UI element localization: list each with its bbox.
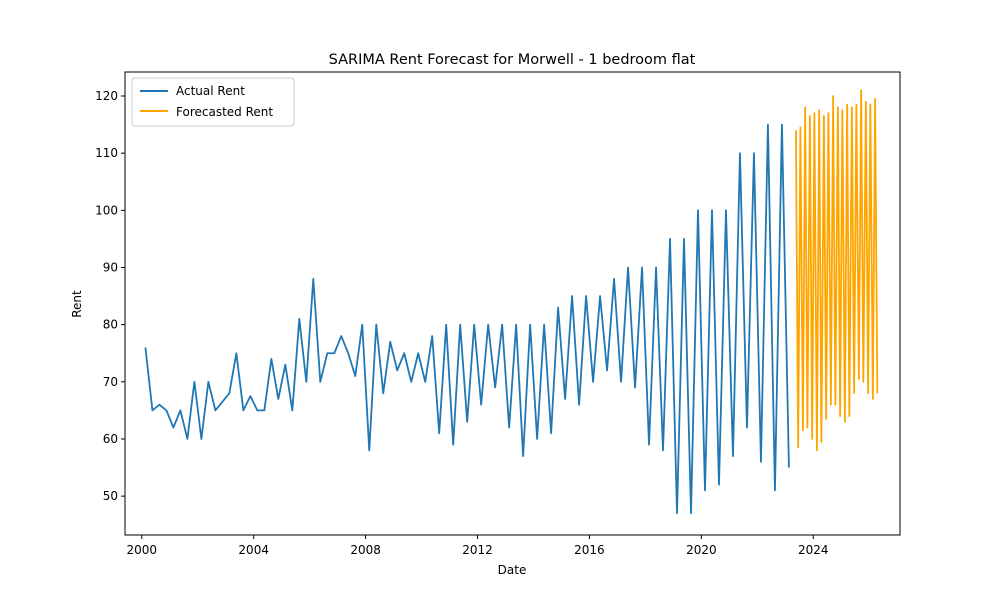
x-axis: 2000 2004 2008 2012 2016 2020 2024 <box>127 535 829 557</box>
y-axis: 50 60 70 80 90 100 110 120 <box>95 89 125 503</box>
y-tick-label: 70 <box>103 375 118 389</box>
y-tick-label: 90 <box>103 260 118 274</box>
legend: Actual Rent Forecasted Rent <box>131 77 295 127</box>
legend-label-actual-rent: Actual Rent <box>176 84 245 98</box>
y-axis-title: Rent <box>70 290 84 318</box>
legend-box <box>131 77 295 127</box>
y-tick-label: 60 <box>103 432 118 446</box>
y-tick-label: 50 <box>103 489 118 503</box>
actual-rent-line <box>144 123 790 515</box>
legend-label-forecasted-rent: Forecasted Rent <box>176 105 273 119</box>
y-tick-label: 100 <box>95 203 118 217</box>
plot-area <box>124 71 901 536</box>
y-tick-label: 120 <box>95 89 118 103</box>
x-tick-label: 2016 <box>574 543 605 557</box>
x-tick-label: 2000 <box>127 543 158 557</box>
forecasted-rent-line <box>795 89 879 452</box>
x-tick-label: 2024 <box>798 543 829 557</box>
x-tick-label: 2004 <box>238 543 269 557</box>
x-tick-label: 2008 <box>350 543 381 557</box>
y-tick-label: 80 <box>103 318 118 332</box>
plot-frame <box>124 71 901 536</box>
x-axis-title: Date <box>498 563 527 577</box>
series-layer <box>144 89 879 515</box>
x-tick-label: 2020 <box>686 543 717 557</box>
x-tick-label: 2012 <box>462 543 493 557</box>
y-tick-label: 110 <box>95 146 118 160</box>
chart-title: SARIMA Rent Forecast for Morwell - 1 bed… <box>329 52 696 68</box>
